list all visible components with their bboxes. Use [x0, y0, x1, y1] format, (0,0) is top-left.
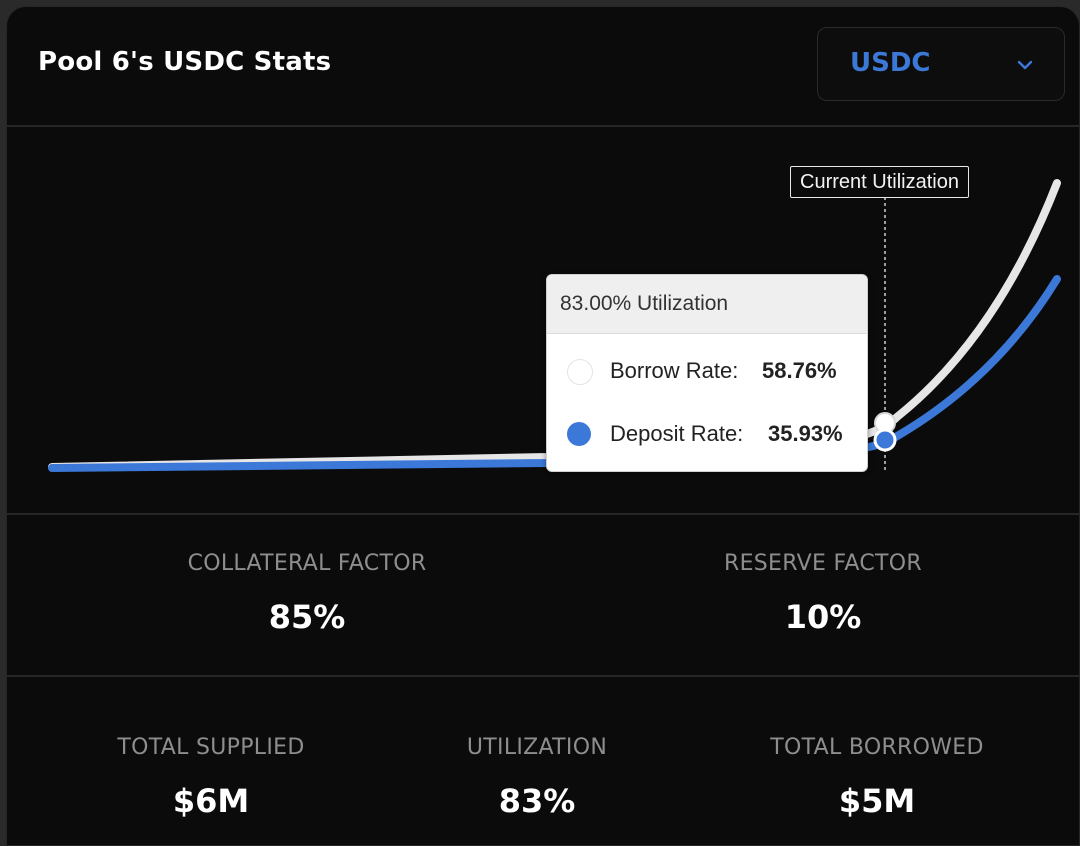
stat-value: $5M [838, 782, 916, 820]
stat-value: $6M [172, 782, 250, 820]
tooltip-borrow-value: 58.76% [762, 358, 837, 383]
deposit-rate-point [873, 428, 897, 452]
interest-rate-chart[interactable]: Current Utilization 83.00% Utilization B… [7, 127, 1079, 515]
stat-value: 83% [498, 782, 576, 820]
chart-tooltip: 83.00% Utilization Borrow Rate: 58.76% D… [546, 274, 868, 472]
stat-utilization: UTILIZATION 83% [387, 735, 687, 820]
rate-curve-svg [48, 179, 1061, 472]
stat-total-supplied: TOTAL SUPPLIED $6M [61, 735, 361, 820]
page-title: Pool 6's USDC Stats [38, 47, 332, 77]
asset-select-dropdown[interactable]: USDC [817, 27, 1065, 101]
stats-row-totals: TOTAL SUPPLIED $6M UTILIZATION 83% TOTAL… [7, 677, 1079, 845]
stat-label: UTILIZATION [466, 735, 608, 760]
stat-value: 10% [784, 598, 862, 636]
borrow-dot-icon [567, 359, 593, 385]
stat-label: TOTAL BORROWED [770, 735, 984, 760]
stat-label: TOTAL SUPPLIED [117, 735, 305, 760]
tooltip-row-deposit: Deposit Rate: 35.93% [547, 417, 867, 451]
current-utilization-label: Current Utilization [790, 166, 969, 198]
tooltip-borrow-label: Borrow Rate: [610, 358, 739, 383]
stats-row-factors: COLLATERAL FACTOR 85% RESERVE FACTOR 10% [7, 515, 1079, 677]
panel-header: Pool 6's USDC Stats USDC [7, 7, 1079, 127]
stat-label: RESERVE FACTOR [724, 551, 922, 576]
chevron-down-icon [1017, 60, 1033, 70]
pool-stats-panel: Pool 6's USDC Stats USDC Current Utiliza… [6, 6, 1080, 846]
tooltip-deposit-value: 35.93% [768, 421, 843, 446]
tooltip-title: 83.00% Utilization [547, 275, 867, 334]
stat-total-borrowed: TOTAL BORROWED $5M [727, 735, 1027, 820]
tooltip-deposit-label: Deposit Rate: [610, 421, 744, 446]
asset-select-value: USDC [850, 48, 931, 78]
stat-label: COLLATERAL FACTOR [187, 551, 427, 576]
stat-collateral-factor: COLLATERAL FACTOR 85% [157, 551, 457, 636]
stat-value: 85% [268, 598, 346, 636]
stat-reserve-factor: RESERVE FACTOR 10% [673, 551, 973, 636]
tooltip-row-borrow: Borrow Rate: 58.76% [547, 354, 867, 388]
deposit-dot-icon [567, 422, 591, 446]
